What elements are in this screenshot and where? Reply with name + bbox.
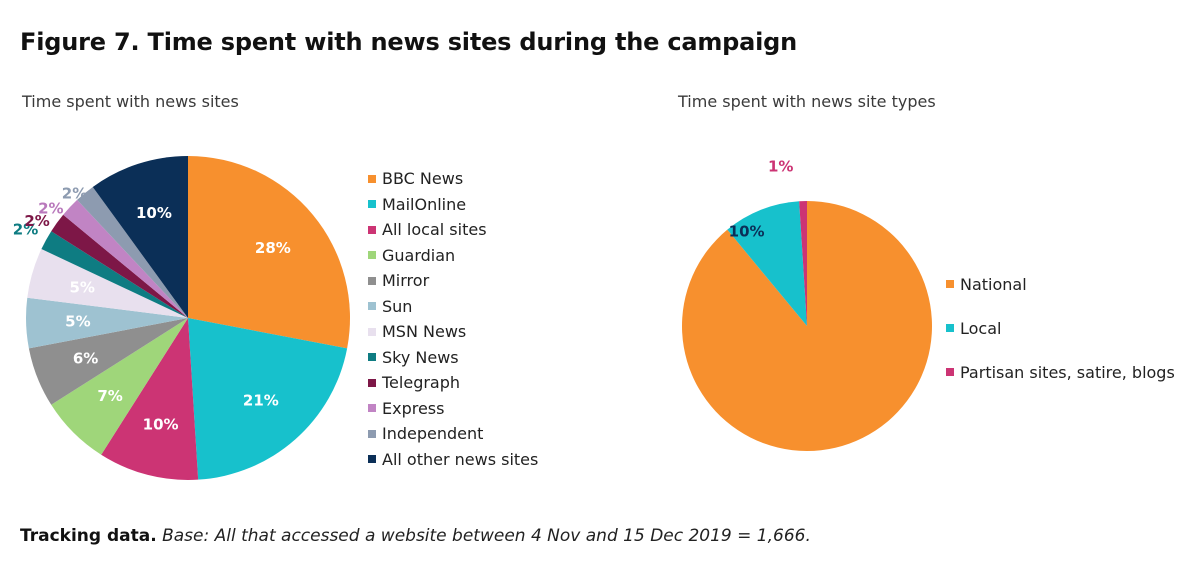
legend1-item-telegraph: Telegraph	[368, 370, 538, 396]
legend-swatch	[368, 455, 376, 464]
legend-swatch	[368, 429, 376, 438]
legend-swatch	[368, 302, 376, 311]
legend-label: All other news sites	[382, 449, 539, 469]
legend-label: Partisan sites, satire, blogs	[960, 362, 1175, 382]
legend-news-sites: BBC News MailOnline All local sites Guardia…	[368, 166, 538, 472]
pie1-label-express: 2%	[38, 199, 63, 217]
pie1-label-all-other-news-sites: 10%	[136, 204, 172, 222]
pie1-label-mailonline: 21%	[243, 392, 279, 410]
chart-title-news-sites: Time spent with news sites	[22, 92, 239, 111]
legend1-item-sky-news: Sky News	[368, 345, 538, 371]
legend-swatch	[368, 327, 376, 336]
pie1-slice-sun	[26, 297, 188, 349]
pie1-slice-sky-news	[41, 231, 189, 318]
pie1-label-sun: 5%	[65, 312, 90, 330]
legend-label: All local sites	[382, 220, 487, 240]
legend-label: Sun	[382, 296, 413, 316]
pie1-slice-all-other-news-sites	[92, 156, 188, 318]
legend-label: Independent	[382, 424, 484, 444]
pie2-label-local: 10%	[729, 222, 765, 240]
legend1-item-guardian: Guardian	[368, 243, 538, 269]
pie1-slice-telegraph	[51, 214, 189, 318]
pie1-slice-msn-news	[27, 249, 188, 318]
footnote: Tracking data. Base: All that accessed a…	[20, 526, 811, 546]
legend1-item-independent: Independent	[368, 421, 538, 447]
legend-swatch	[368, 353, 376, 362]
pie1-label-mirror: 6%	[73, 350, 98, 368]
pie1-slice-mailonline	[188, 318, 348, 480]
pie1-label-guardian: 7%	[97, 387, 122, 405]
pie1-slice-guardian	[51, 318, 189, 455]
legend-label: Mirror	[382, 271, 430, 291]
legend1-item-mirror: Mirror	[368, 268, 538, 294]
legend-swatch	[368, 251, 376, 260]
legend-label: Local	[960, 318, 1002, 338]
legend-swatch	[368, 200, 376, 209]
legend-swatch	[946, 324, 954, 332]
pie1-label-telegraph: 2%	[24, 212, 49, 230]
pie1-label-independent: 2%	[62, 185, 87, 203]
legend-label: Telegraph	[382, 373, 461, 393]
pie1-label-all-local-sites: 10%	[143, 416, 179, 434]
legend-label: MailOnline	[382, 194, 467, 214]
pie2-label-partisan-sites-satire-blogs: 1%	[768, 158, 793, 176]
pie2-slice-partisan-sites-satire-blogs	[799, 201, 807, 326]
legend-label: MSN News	[382, 322, 467, 342]
legend1-item-msn-news: MSN News	[368, 319, 538, 345]
legend-swatch	[368, 225, 376, 234]
footnote-base: Base: All that accessed a website betwee…	[162, 526, 811, 546]
legend-label: BBC News	[382, 169, 464, 189]
legend-label: Express	[382, 398, 445, 418]
legend-swatch	[946, 368, 954, 376]
legend-swatch	[368, 404, 376, 413]
legend-swatch	[368, 276, 376, 285]
legend1-item-mailonline: MailOnline	[368, 192, 538, 218]
footnote-source: Tracking data.	[20, 526, 157, 546]
figure-title: Figure 7. Time spent with news sites dur…	[20, 28, 798, 56]
legend-swatch	[368, 378, 376, 387]
pie2-slice-local	[727, 201, 807, 326]
legend-news-site-types: National Local Partisan sites, satire, blo…	[946, 262, 1175, 394]
pie1-slice-bbc-news	[188, 156, 350, 349]
chart-title-news-site-types: Time spent with news site types	[678, 92, 936, 111]
legend2-item-partisan-sites-satire-blogs: Partisan sites, satire, blogs	[946, 350, 1175, 394]
pie1-slice-express	[63, 199, 189, 318]
legend-label: Sky News	[382, 347, 459, 367]
legend-swatch	[946, 280, 954, 288]
legend-swatch	[368, 174, 376, 183]
pie1-label-msn-news: 5%	[69, 278, 94, 296]
legend1-item-all-other-news-sites: All other news sites	[368, 447, 538, 473]
pie1-slice-independent	[77, 186, 188, 318]
legend-label: Guardian	[382, 245, 456, 265]
pie1-slice-mirror	[28, 318, 189, 405]
legend1-item-bbc-news: BBC News	[368, 166, 538, 192]
pie1-label-sky-news: 2%	[13, 220, 38, 238]
legend1-item-all-local-sites: All local sites	[368, 217, 538, 243]
legend-label: National	[960, 274, 1027, 294]
legend1-item-sun: Sun	[368, 294, 538, 320]
pie1-slice-all-local-sites	[101, 318, 199, 480]
pie2-label-national: 89%	[835, 447, 871, 465]
legend2-item-local: Local	[946, 306, 1175, 350]
legend2-item-national: National	[946, 262, 1175, 306]
pie1-label-bbc-news: 28%	[255, 239, 291, 257]
legend1-item-express: Express	[368, 396, 538, 422]
